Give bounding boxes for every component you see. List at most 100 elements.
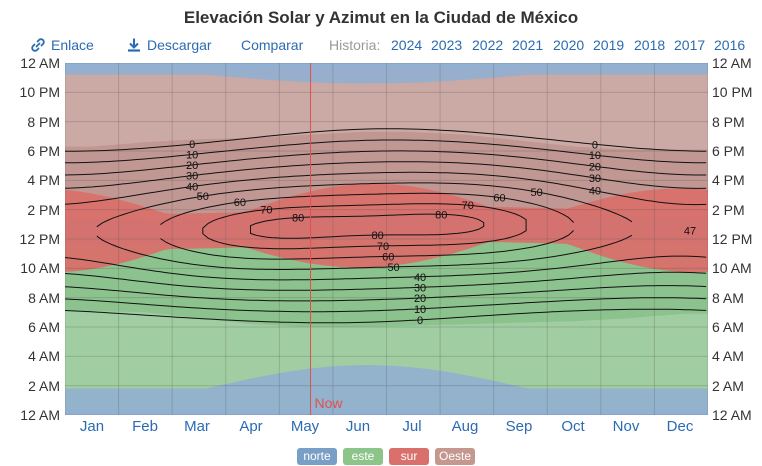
contour-label: 40 bbox=[186, 182, 198, 194]
area-este bbox=[65, 237, 708, 410]
x-tick: Sep bbox=[505, 418, 533, 435]
link-button[interactable]: Enlace bbox=[30, 37, 94, 53]
contour-label: 20 bbox=[186, 160, 198, 172]
contour-label: 20 bbox=[589, 161, 601, 173]
chart-title: Elevación Solar y Azimut en la Ciudad de… bbox=[183, 8, 579, 27]
contour-label: 80 bbox=[372, 230, 384, 242]
elevation-contour-0 bbox=[65, 128, 707, 324]
link-label: Enlace bbox=[51, 37, 94, 53]
x-tick: May bbox=[290, 418, 320, 435]
night-morning bbox=[65, 310, 708, 415]
contour-label: 50 bbox=[197, 191, 209, 203]
contour-label: 40 bbox=[414, 272, 426, 284]
elevation-contour-70 bbox=[202, 203, 527, 250]
contour-label: 30 bbox=[589, 173, 601, 185]
x-tick: Jul bbox=[402, 418, 422, 435]
area-oeste bbox=[65, 68, 708, 219]
y-tick-left: 10 PM bbox=[19, 84, 60, 100]
x-tick: Nov bbox=[612, 418, 640, 435]
elevation-contour-10 bbox=[65, 139, 707, 313]
year-2024-button[interactable]: 2024 bbox=[391, 37, 423, 53]
legend-item-este[interactable]: este bbox=[343, 448, 383, 465]
x-tick: Dec bbox=[666, 418, 694, 435]
legend-item-norte[interactable]: norte bbox=[297, 448, 337, 465]
contour-label: 60 bbox=[493, 193, 505, 205]
y-tick-left: 10 AM bbox=[20, 260, 60, 276]
year-2022-button[interactable]: 2022 bbox=[472, 37, 504, 53]
y-tick-right: 4 PM bbox=[712, 172, 745, 188]
x-tick: Feb bbox=[132, 418, 158, 435]
compare-button[interactable]: Comparar bbox=[241, 37, 304, 53]
year-2018-button[interactable]: 2018 bbox=[634, 37, 666, 53]
contour-label: 10 bbox=[186, 149, 198, 161]
y-tick-right: 10 PM bbox=[712, 84, 753, 100]
legend-item-oeste[interactable]: Oeste bbox=[435, 448, 475, 465]
y-tick-left: 6 PM bbox=[27, 143, 60, 159]
plot-background bbox=[65, 63, 708, 415]
contour-label: 70 bbox=[377, 241, 389, 253]
x-tick: Mar bbox=[184, 418, 210, 435]
x-tick: Jan bbox=[79, 418, 105, 435]
y-tick-right: 2 AM bbox=[712, 378, 744, 394]
year-2019-button[interactable]: 2019 bbox=[593, 37, 625, 53]
area-sur bbox=[65, 183, 708, 273]
contour-label: 0 bbox=[189, 139, 195, 151]
year-2020-button[interactable]: 2020 bbox=[553, 37, 585, 53]
elevation-contour-80 bbox=[250, 213, 485, 239]
elevation-contour-40 bbox=[65, 171, 707, 281]
contour-label: 70 bbox=[260, 205, 272, 217]
y-tick-left: 8 PM bbox=[27, 114, 60, 130]
contour-label: 60 bbox=[234, 197, 246, 209]
contour-label: 80 bbox=[435, 209, 447, 221]
contour-label: 0 bbox=[592, 139, 598, 151]
contour-label: 10 bbox=[414, 304, 426, 316]
y-tick-right: 8 PM bbox=[712, 114, 745, 130]
contour-label: 60 bbox=[382, 251, 394, 263]
y-tick-left: 12 AM bbox=[20, 55, 60, 71]
contour-label: 30 bbox=[186, 171, 198, 183]
area-norte-early bbox=[65, 365, 708, 415]
year-2023-button[interactable]: 2023 bbox=[431, 37, 463, 53]
x-tick: Aug bbox=[451, 418, 479, 435]
x-tick: Jun bbox=[345, 418, 371, 435]
elevation-contour-50 bbox=[96, 182, 633, 270]
year-2017-button[interactable]: 2017 bbox=[674, 37, 706, 53]
elevation-contour-30 bbox=[65, 161, 707, 291]
contour-label: 80 bbox=[292, 213, 304, 225]
contour-label: 50 bbox=[531, 187, 543, 199]
y-tick-left: 4 PM bbox=[27, 172, 60, 188]
year-2021-button[interactable]: 2021 bbox=[512, 37, 544, 53]
max-elevation-label: 47 bbox=[684, 226, 696, 238]
night-evening bbox=[65, 63, 708, 150]
y-tick-left: 2 PM bbox=[27, 202, 60, 218]
y-tick-right: 12 AM bbox=[712, 407, 752, 423]
y-tick-left: 4 AM bbox=[28, 348, 60, 364]
y-tick-right: 6 PM bbox=[712, 143, 745, 159]
elevation-contour-60 bbox=[160, 192, 575, 260]
y-tick-right: 10 AM bbox=[712, 260, 752, 276]
y-tick-right: 4 AM bbox=[712, 348, 744, 364]
y-tick-left: 12 PM bbox=[19, 231, 60, 247]
y-tick-right: 12 PM bbox=[712, 231, 753, 247]
contour-label: 70 bbox=[462, 200, 474, 212]
history-label: Historia: bbox=[329, 37, 381, 53]
contour-label: 40 bbox=[589, 186, 601, 198]
download-button[interactable]: Descargar bbox=[126, 37, 212, 53]
x-tick: Oct bbox=[561, 418, 585, 435]
link-icon bbox=[31, 38, 45, 52]
x-tick: Apr bbox=[239, 418, 263, 435]
area-norte-night bbox=[65, 63, 708, 84]
contour-label: 30 bbox=[414, 282, 426, 294]
download-label: Descargar bbox=[147, 37, 212, 53]
legend-item-sur[interactable]: sur bbox=[389, 448, 429, 465]
y-tick-left: 8 AM bbox=[28, 290, 60, 306]
y-tick-left: 6 AM bbox=[28, 319, 60, 335]
contour-label: 50 bbox=[387, 262, 399, 274]
elevation-contour-20 bbox=[65, 150, 707, 302]
year-2016-button[interactable]: 2016 bbox=[714, 37, 746, 53]
toolbar: Enlace Descargar Comparar Historia: 2024… bbox=[0, 37, 762, 55]
download-icon bbox=[128, 38, 140, 52]
y-tick-left: 12 AM bbox=[20, 407, 60, 423]
now-label: Now bbox=[315, 395, 344, 411]
